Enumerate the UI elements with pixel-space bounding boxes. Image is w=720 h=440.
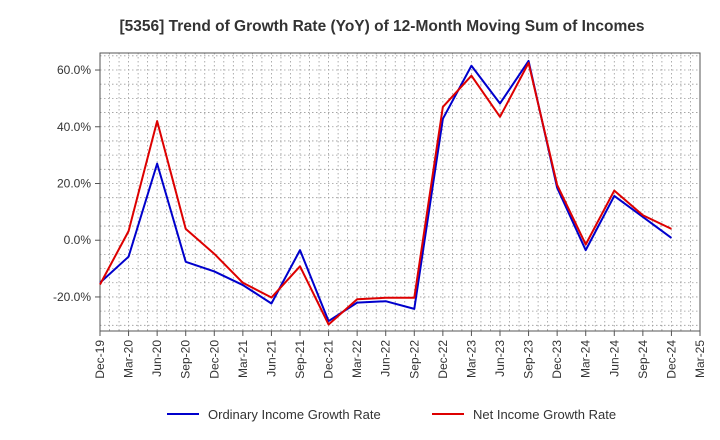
- x-tick-label: Jun-24: [607, 340, 621, 377]
- x-tick-label: Mar-24: [579, 340, 593, 378]
- x-tick-label: Dec-24: [664, 340, 678, 379]
- series-line-1: [99, 59, 673, 323]
- x-tick-label: Jun-22: [379, 340, 393, 377]
- series-lines: [99, 59, 673, 326]
- x-tick-label: Mar-22: [350, 340, 364, 378]
- x-tick-label: Mar-23: [464, 340, 478, 378]
- y-tick-label: 20.0%: [57, 176, 91, 190]
- x-tick-label: Sep-22: [407, 340, 421, 379]
- x-tick-label: Mar-21: [236, 340, 250, 378]
- x-tick-label: Dec-23: [550, 340, 564, 379]
- y-tick-label: 60.0%: [57, 63, 91, 77]
- x-tick-label: Sep-21: [293, 340, 307, 379]
- y-tick-label: 40.0%: [57, 120, 91, 134]
- legend: Ordinary Income Growth Rate Net Income Gr…: [167, 407, 616, 422]
- legend-label: Net Income Growth Rate: [473, 407, 616, 422]
- x-tick-label: Dec-21: [322, 340, 336, 379]
- x-tick-label: Mar-20: [122, 340, 136, 378]
- x-tick-label: Dec-19: [93, 340, 107, 379]
- y-tick-label: 0.0%: [64, 233, 92, 247]
- chart-title: [5356] Trend of Growth Rate (YoY) of 12-…: [119, 18, 644, 35]
- x-tick-label: Dec-22: [436, 340, 450, 379]
- x-axis: Dec-19 Mar-20 Jun-20 Sep-20 Dec-20 Mar-21 Jun-…: [93, 331, 707, 379]
- series-line-2: [99, 61, 672, 326]
- x-tick-label: Mar-25: [693, 340, 707, 378]
- x-tick-label: Jun-23: [493, 340, 507, 377]
- x-tick-label: Jun-21: [264, 340, 278, 377]
- x-tick-label: Sep-20: [179, 340, 193, 379]
- plot-grid: [100, 53, 700, 331]
- legend-label: Ordinary Income Growth Rate: [208, 407, 381, 422]
- x-tick-label: Sep-24: [636, 340, 650, 379]
- x-tick-label: Jun-20: [150, 340, 164, 377]
- y-axis: -20.0% 0.0% 20.0% 40.0% 60.0%: [53, 63, 100, 304]
- plot-frame: [99, 52, 701, 332]
- y-tick-label: -20.0%: [53, 290, 91, 304]
- x-tick-label: Sep-23: [522, 340, 536, 379]
- x-tick-label: Dec-20: [207, 340, 221, 379]
